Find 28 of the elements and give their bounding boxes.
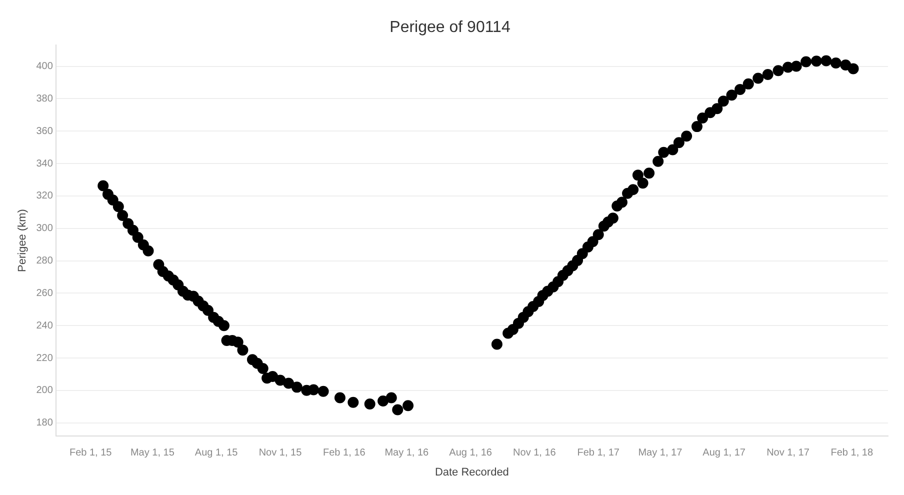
y-tick-label: 200 [36, 385, 54, 396]
y-tick-label: 300 [36, 223, 54, 234]
x-tick-label: Nov 1, 15 [258, 448, 302, 459]
y-tick-label: 320 [36, 190, 54, 202]
x-tick-label: May 1, 17 [638, 448, 683, 459]
x-tick-label: Feb 1, 16 [323, 448, 366, 459]
y-tick-label: 220 [36, 352, 54, 364]
x-tick-label: May 1, 15 [130, 448, 175, 459]
y-tick-label: 240 [36, 320, 54, 332]
y-tick-label: 400 [36, 61, 54, 72]
x-tick-label: Feb 1, 18 [830, 448, 874, 459]
y-tick-label: 260 [36, 288, 54, 299]
y-tick-label: 340 [36, 158, 54, 170]
x-tick-label: Nov 1, 17 [766, 448, 810, 459]
y-tick-label: 380 [36, 93, 54, 104]
x-tick-label: Nov 1, 16 [513, 448, 556, 459]
y-tick-label: 280 [36, 256, 54, 267]
x-tick-label: Aug 1, 17 [702, 448, 746, 459]
x-axis-title: Date Recorded [434, 466, 509, 478]
x-tick-label: Feb 1, 17 [577, 448, 620, 459]
chart-title: Perigee of 90114 [390, 19, 510, 36]
y-tick-label: 180 [36, 418, 54, 429]
y-axis-title: Perigee (km) [16, 209, 29, 272]
x-tick-label: Aug 1, 15 [194, 448, 238, 459]
x-tick-label: Aug 1, 16 [449, 448, 492, 459]
x-tick-label: Feb 1, 15 [69, 448, 112, 459]
y-tick-label: 360 [36, 126, 54, 137]
x-tick-label: May 1, 16 [384, 448, 430, 459]
